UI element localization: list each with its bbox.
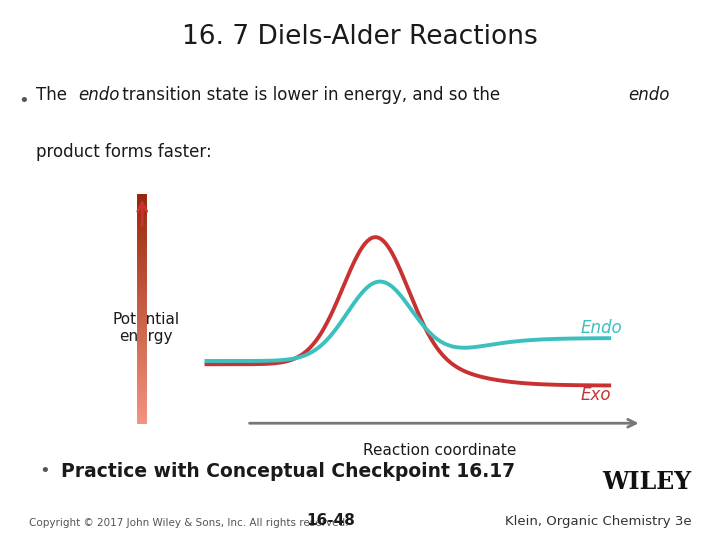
Text: Reaction coordinate: Reaction coordinate <box>364 443 517 458</box>
Text: Exo: Exo <box>581 386 611 404</box>
Text: Endo: Endo <box>581 319 623 338</box>
Text: The: The <box>36 86 72 104</box>
Text: Klein, Organic Chemistry 3e: Klein, Organic Chemistry 3e <box>505 515 691 528</box>
Text: WILEY: WILEY <box>602 470 691 494</box>
Text: Copyright © 2017 John Wiley & Sons, Inc. All rights reserved.: Copyright © 2017 John Wiley & Sons, Inc.… <box>29 518 348 528</box>
Text: Practice with Conceptual Checkpoint 16.17: Practice with Conceptual Checkpoint 16.1… <box>61 462 516 481</box>
Text: product forms faster:: product forms faster: <box>36 143 212 160</box>
Text: •: • <box>40 462 50 480</box>
Text: •: • <box>18 92 29 110</box>
Text: Potential
energy: Potential energy <box>112 312 179 345</box>
Text: 16. 7 Diels-Alder Reactions: 16. 7 Diels-Alder Reactions <box>182 24 538 50</box>
Text: endo: endo <box>78 86 119 104</box>
Text: endo: endo <box>628 86 670 104</box>
Text: transition state is lower in energy, and so the: transition state is lower in energy, and… <box>117 86 505 104</box>
Text: 16-48: 16-48 <box>307 513 356 528</box>
